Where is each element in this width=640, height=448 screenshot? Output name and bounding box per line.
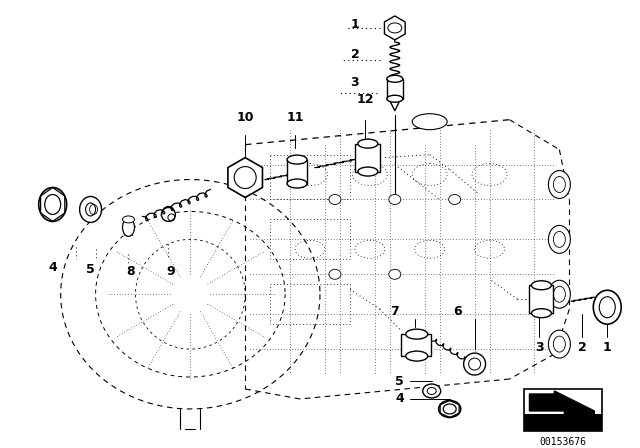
- Ellipse shape: [463, 353, 486, 375]
- Ellipse shape: [287, 179, 307, 188]
- Text: 9: 9: [166, 265, 175, 278]
- Ellipse shape: [387, 95, 403, 102]
- Text: 2: 2: [351, 48, 359, 61]
- Bar: [355, 144, 380, 172]
- Text: 6: 6: [453, 305, 462, 318]
- Ellipse shape: [358, 167, 378, 176]
- Ellipse shape: [548, 330, 570, 358]
- Ellipse shape: [387, 75, 403, 82]
- Polygon shape: [529, 391, 595, 414]
- Ellipse shape: [79, 197, 102, 222]
- Text: 2: 2: [578, 340, 587, 353]
- Text: 1: 1: [603, 340, 612, 353]
- Ellipse shape: [389, 194, 401, 204]
- Bar: [270, 220, 350, 259]
- Text: 4: 4: [396, 392, 404, 405]
- Ellipse shape: [548, 225, 570, 254]
- Ellipse shape: [423, 384, 441, 398]
- Bar: [401, 334, 431, 356]
- Text: 1: 1: [351, 18, 359, 31]
- Ellipse shape: [406, 329, 428, 339]
- Ellipse shape: [39, 188, 67, 221]
- Bar: [270, 155, 350, 199]
- Text: 3: 3: [351, 76, 359, 89]
- Text: 5: 5: [396, 375, 404, 388]
- Ellipse shape: [358, 139, 378, 148]
- Polygon shape: [385, 16, 405, 40]
- Ellipse shape: [329, 194, 341, 204]
- Bar: [287, 159, 307, 184]
- Ellipse shape: [548, 171, 570, 198]
- Ellipse shape: [449, 194, 461, 204]
- Ellipse shape: [548, 280, 570, 308]
- Bar: [270, 284, 350, 324]
- Bar: [529, 285, 554, 313]
- Text: 00153676: 00153676: [540, 437, 587, 447]
- Ellipse shape: [593, 290, 621, 324]
- Ellipse shape: [389, 269, 401, 279]
- Text: 11: 11: [286, 111, 304, 124]
- Bar: [524, 414, 602, 431]
- Ellipse shape: [329, 269, 341, 279]
- Ellipse shape: [406, 351, 428, 361]
- Ellipse shape: [531, 281, 552, 290]
- Text: 5: 5: [86, 263, 95, 276]
- Ellipse shape: [287, 155, 307, 164]
- Ellipse shape: [122, 216, 134, 223]
- Text: 10: 10: [236, 111, 254, 124]
- Text: 8: 8: [126, 265, 135, 278]
- Polygon shape: [228, 158, 262, 198]
- Ellipse shape: [412, 114, 447, 129]
- Ellipse shape: [161, 207, 175, 221]
- Text: 4: 4: [48, 261, 57, 274]
- Text: 12: 12: [356, 93, 374, 106]
- Bar: [387, 79, 403, 99]
- Ellipse shape: [438, 401, 461, 418]
- Text: 7: 7: [390, 305, 399, 318]
- Ellipse shape: [122, 219, 134, 237]
- Ellipse shape: [531, 309, 552, 318]
- Bar: [524, 389, 602, 431]
- Text: 3: 3: [535, 340, 544, 353]
